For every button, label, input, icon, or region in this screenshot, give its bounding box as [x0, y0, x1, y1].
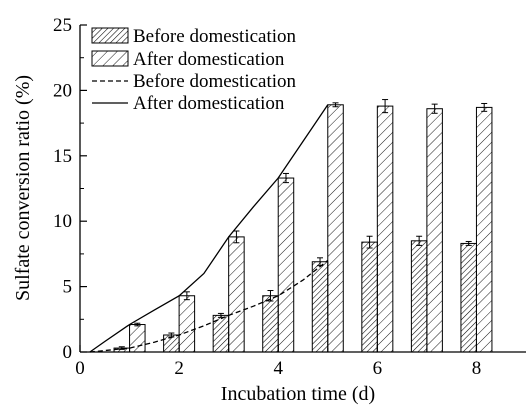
bar-after-domestication [327, 104, 344, 353]
y-axis-title: Sulfate conversion ratio (%) [12, 75, 34, 301]
line-after-domestication [89, 104, 329, 353]
legend-label-after-line: After domestication [133, 93, 285, 114]
legend-label-before-bars: Before domestication [133, 26, 297, 47]
x-tick-label: 6 [373, 358, 383, 379]
y-tick-label: 15 [53, 146, 72, 167]
x-tick-label: 4 [273, 358, 283, 379]
y-tick-label: 25 [53, 15, 72, 36]
ticks-layer: 0 5 10 15 20 25 0 2 4 6 8 [53, 15, 481, 379]
legend-swatch-after-bars [91, 50, 129, 67]
bar-before-domestication [460, 242, 477, 353]
x-tick-label: 0 [75, 358, 85, 379]
bar-after-domestication [376, 105, 394, 353]
bar-before-domestication [262, 295, 279, 353]
bar-after-domestication [475, 106, 493, 353]
legend: Before domestication After domestication… [91, 26, 297, 114]
y-tick-label: 5 [63, 277, 73, 298]
y-tick-label: 20 [53, 80, 72, 101]
bar-before-domestication [361, 241, 378, 353]
bar-before-domestication [311, 261, 329, 353]
y-tick-label: 10 [53, 211, 72, 232]
bar-after-domestication [277, 177, 295, 353]
bar-after-domestication [228, 236, 245, 353]
bar-after-domestication [426, 108, 443, 353]
bars-layer [113, 99, 493, 353]
legend-swatch-before-bars [91, 27, 129, 44]
x-axis-title: Incubation time (d) [221, 383, 375, 405]
line-before-domestication [89, 259, 329, 353]
legend-label-after-bars: After domestication [133, 49, 285, 70]
x-tick-label: 2 [174, 358, 184, 379]
bar-before-domestication [410, 240, 428, 353]
legend-label-before-line: Before domestication [133, 71, 297, 92]
x-tick-label: 8 [472, 358, 482, 379]
bar-after-domestication [178, 295, 196, 353]
lines-layer [89, 104, 329, 353]
y-tick-label: 0 [63, 342, 73, 363]
